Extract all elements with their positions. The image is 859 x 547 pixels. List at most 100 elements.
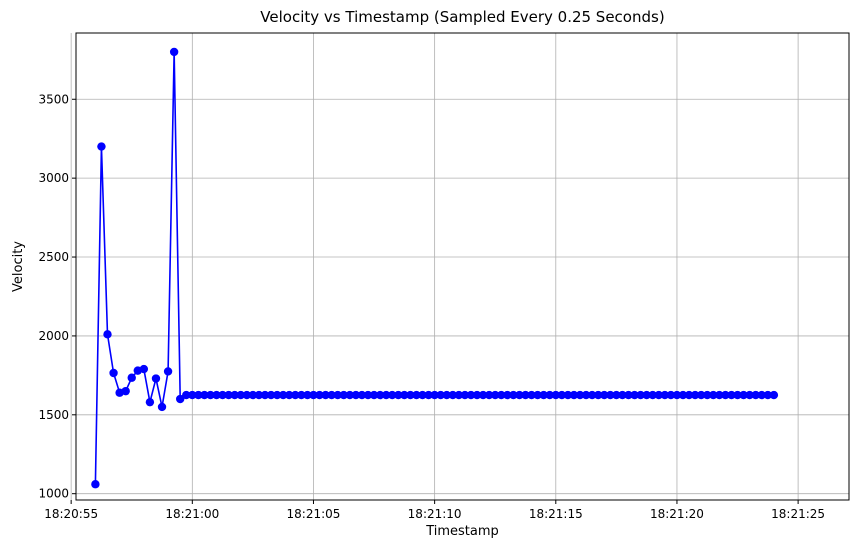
plot-frame [75,32,850,501]
data-point [690,390,700,400]
data-point [539,390,548,400]
series-points [91,47,779,489]
data-point [618,390,627,400]
data-point [751,390,760,400]
data-point [169,47,179,57]
data-point [91,480,100,489]
data-point [533,390,542,400]
x-tick-label: 18:21:00 [165,507,219,521]
data-point [563,390,573,400]
y-tick-label: 2500 [38,250,69,264]
data-point [569,390,579,400]
data-point [763,390,773,400]
data-point [345,390,355,400]
data-point [157,402,167,412]
data-point [315,390,324,400]
data-point [466,390,476,400]
data-point [291,390,300,400]
data-point [309,390,318,400]
data-point [678,390,688,400]
data-point [97,142,106,151]
data-point [684,390,694,400]
data-point [660,390,670,400]
data-point [515,390,524,400]
data-point [636,390,645,400]
data-point [109,368,118,378]
data-point [406,390,415,400]
data-point [424,390,433,400]
data-point [696,390,706,400]
x-axis-label: Timestamp [425,524,499,539]
data-point [654,390,663,400]
data-point [715,390,724,400]
data-point [381,390,391,400]
data-point [212,390,221,400]
data-point [176,394,185,404]
data-point [557,390,567,400]
data-point [103,330,112,339]
data-point [400,390,409,400]
y-tick-label: 3500 [38,92,69,106]
data-point [200,390,209,400]
data-point [666,390,676,400]
data-point [321,390,330,400]
data-point [484,390,494,400]
data-point [388,390,397,400]
data-point [642,390,651,400]
data-point [594,390,603,400]
data-point [333,390,342,400]
data-point [351,390,361,400]
data-point [412,390,421,400]
data-point [575,390,585,400]
grid-lines [70,33,849,500]
data-point [739,390,748,400]
data-point [206,390,215,400]
data-point [230,390,239,400]
data-point [551,390,560,400]
data-point [436,390,445,400]
data-point [612,390,621,400]
data-point [127,373,136,382]
data-point [521,390,530,400]
data-point [606,390,615,400]
data-point [545,390,554,400]
data-point [672,390,682,400]
x-tick-label: 18:21:15 [529,507,583,521]
data-point [509,390,518,400]
data-point [472,390,482,400]
data-point [285,390,294,400]
data-point [709,390,718,400]
data-point [454,390,464,400]
y-tick-label: 3000 [38,171,69,185]
data-point [236,390,245,400]
data-point [303,390,312,400]
data-point [600,390,609,400]
data-point [248,390,258,400]
y-axis-label: Velocity [11,241,26,292]
data-point [297,390,306,400]
data-point [139,364,149,374]
data-point [369,390,379,400]
data-point [254,390,264,400]
data-point [733,390,742,400]
data-point [394,390,403,400]
data-point [194,390,203,400]
data-point [503,390,512,400]
data-point [527,390,536,400]
data-point [242,390,252,400]
chart-title: Velocity vs Timestamp (Sampled Every 0.2… [260,8,664,26]
data-point [218,390,227,400]
y-tick-label: 1000 [38,487,69,501]
data-point [266,390,276,400]
data-point [630,390,639,400]
data-point [145,397,155,407]
data-point [745,390,754,400]
axis-ticks: 18:20:55 18:21:00 18:21:05 18:21:10 18:21:15… [38,92,825,521]
data-point [272,390,282,400]
data-point [587,390,597,400]
data-point [430,390,439,400]
data-point [151,374,161,383]
data-point [278,390,288,400]
